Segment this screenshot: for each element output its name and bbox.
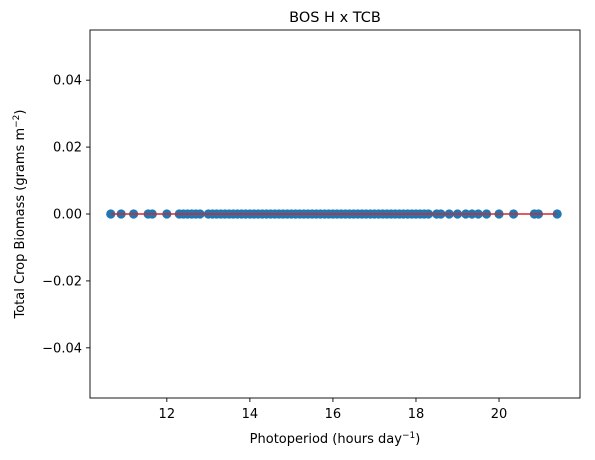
x-tick-label: 14 [242,407,259,422]
x-axis-ticks: 12 14 16 18 20 [159,398,508,422]
y-tick-label: −0.02 [42,274,82,289]
y-tick-label: −0.04 [42,341,82,356]
y-tick-label: 0.04 [53,74,82,89]
x-axis-label-close: ) [415,432,420,447]
x-tick-label: 18 [408,407,425,422]
chart-title: BOS H x TCB [289,10,381,26]
y-axis-label-close: ) [13,110,28,115]
y-tick-label: 0.02 [53,141,82,156]
x-tick-label: 20 [491,407,508,422]
plot-area [106,209,562,219]
x-axis-label: Photoperiod (hours day−1) [250,431,421,447]
x-axis-label-sup: −1 [402,431,415,441]
y-axis-label-sup: −2 [12,115,22,128]
y-axis-ticks: −0.04 −0.02 0.00 0.02 0.04 [42,74,90,356]
x-tick-label: 16 [325,407,342,422]
y-tick-label: 0.00 [53,208,82,223]
x-axis-label-text: Photoperiod (hours day [250,432,403,447]
y-axis-label: Total Crop Biomass (grams m−2) [12,110,28,320]
y-axis-label-text: Total Crop Biomass (grams m [13,128,28,320]
plot-frame [89,29,581,399]
x-tick-label: 12 [159,407,176,422]
